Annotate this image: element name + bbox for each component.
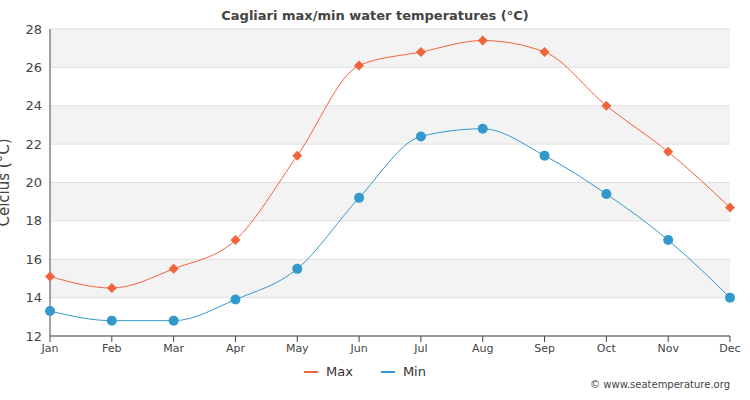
- html-text:Min: Min: [402, 364, 426, 379]
- svg-text:18: 18: [25, 213, 42, 228]
- svg-text:May: May: [286, 342, 309, 355]
- svg-text:Jan: Jan: [41, 342, 59, 355]
- svg-text:14: 14: [25, 290, 42, 305]
- svg-text:16: 16: [25, 252, 42, 267]
- svg-text:Jun: Jun: [349, 342, 367, 355]
- svg-text:20: 20: [25, 175, 42, 190]
- svg-text:Sep: Sep: [534, 342, 555, 355]
- svg-text:12: 12: [25, 329, 42, 344]
- html-text:Max: Max: [326, 364, 353, 379]
- svg-text:Aug: Aug: [472, 342, 493, 355]
- svg-text:Jul: Jul: [413, 342, 427, 355]
- svg-text:28: 28: [25, 22, 42, 37]
- html-text:Cagliari max/min water tempera: Cagliari max/min water temperatures (°C): [221, 8, 529, 23]
- svg-text:Celcius (°C): Celcius (°C): [8, 138, 13, 226]
- svg-text:Dec: Dec: [719, 342, 740, 355]
- svg-text:22: 22: [25, 137, 42, 152]
- svg-text:26: 26: [25, 60, 42, 75]
- svg-text:24: 24: [25, 98, 42, 113]
- svg-text:Oct: Oct: [597, 342, 617, 355]
- html-text:© www.seatemperature.org: © www.seatemperature.org: [590, 379, 730, 390]
- svg-text:Nov: Nov: [657, 342, 679, 355]
- svg-text:Feb: Feb: [102, 342, 121, 355]
- svg-text:Mar: Mar: [163, 342, 184, 355]
- svg-text:Apr: Apr: [226, 342, 246, 355]
